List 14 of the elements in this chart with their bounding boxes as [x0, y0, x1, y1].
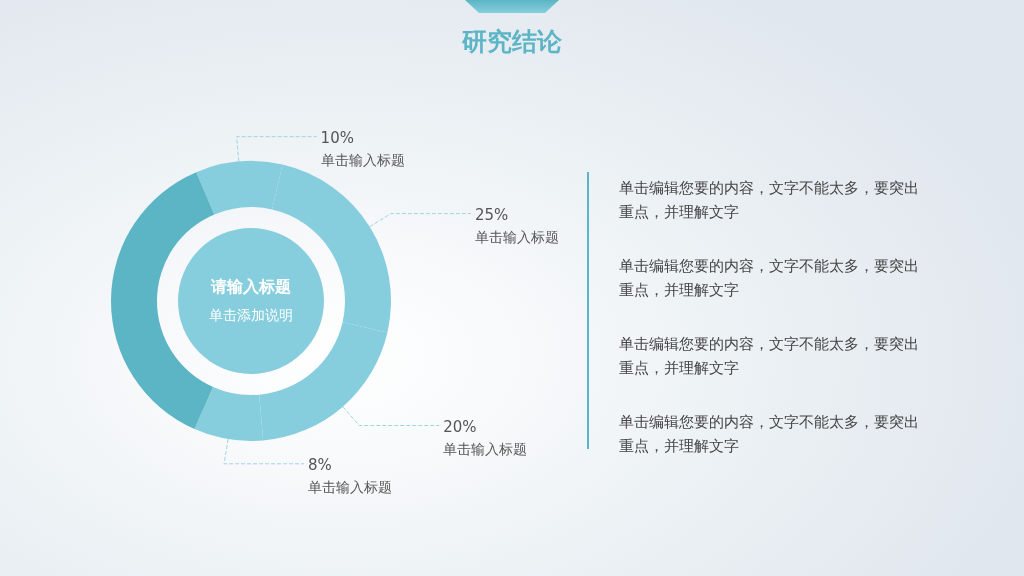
slice-label: 单击输入标题 [320, 151, 405, 168]
center-circle: 请输入标题 单击添加说明 [178, 228, 324, 374]
slice-label: 单击输入标题 [474, 228, 559, 245]
chart-title: 研究结论 [461, 27, 563, 56]
data-label: 10% [320, 128, 354, 147]
data-label: 20% [443, 417, 477, 436]
text: 单击编辑您要的内容，文字不能太多，要突出重点，并理解文字 [619, 179, 919, 222]
data-label: 25% [474, 205, 509, 224]
text: 单击编辑您要的内容，文字不能太多，要突出重点，并理解文字 [619, 335, 919, 378]
data-label: 8% [308, 455, 332, 474]
slice-label: 单击输入标题 [443, 440, 528, 457]
slice-label: 单击输入标题 [308, 478, 393, 495]
text: 单击编辑您要的内容，文字不能太多，要突出重点，并理解文字 [619, 413, 919, 456]
text: 单击编辑您要的内容，文字不能太多，要突出重点，并理解文字 [619, 257, 919, 300]
